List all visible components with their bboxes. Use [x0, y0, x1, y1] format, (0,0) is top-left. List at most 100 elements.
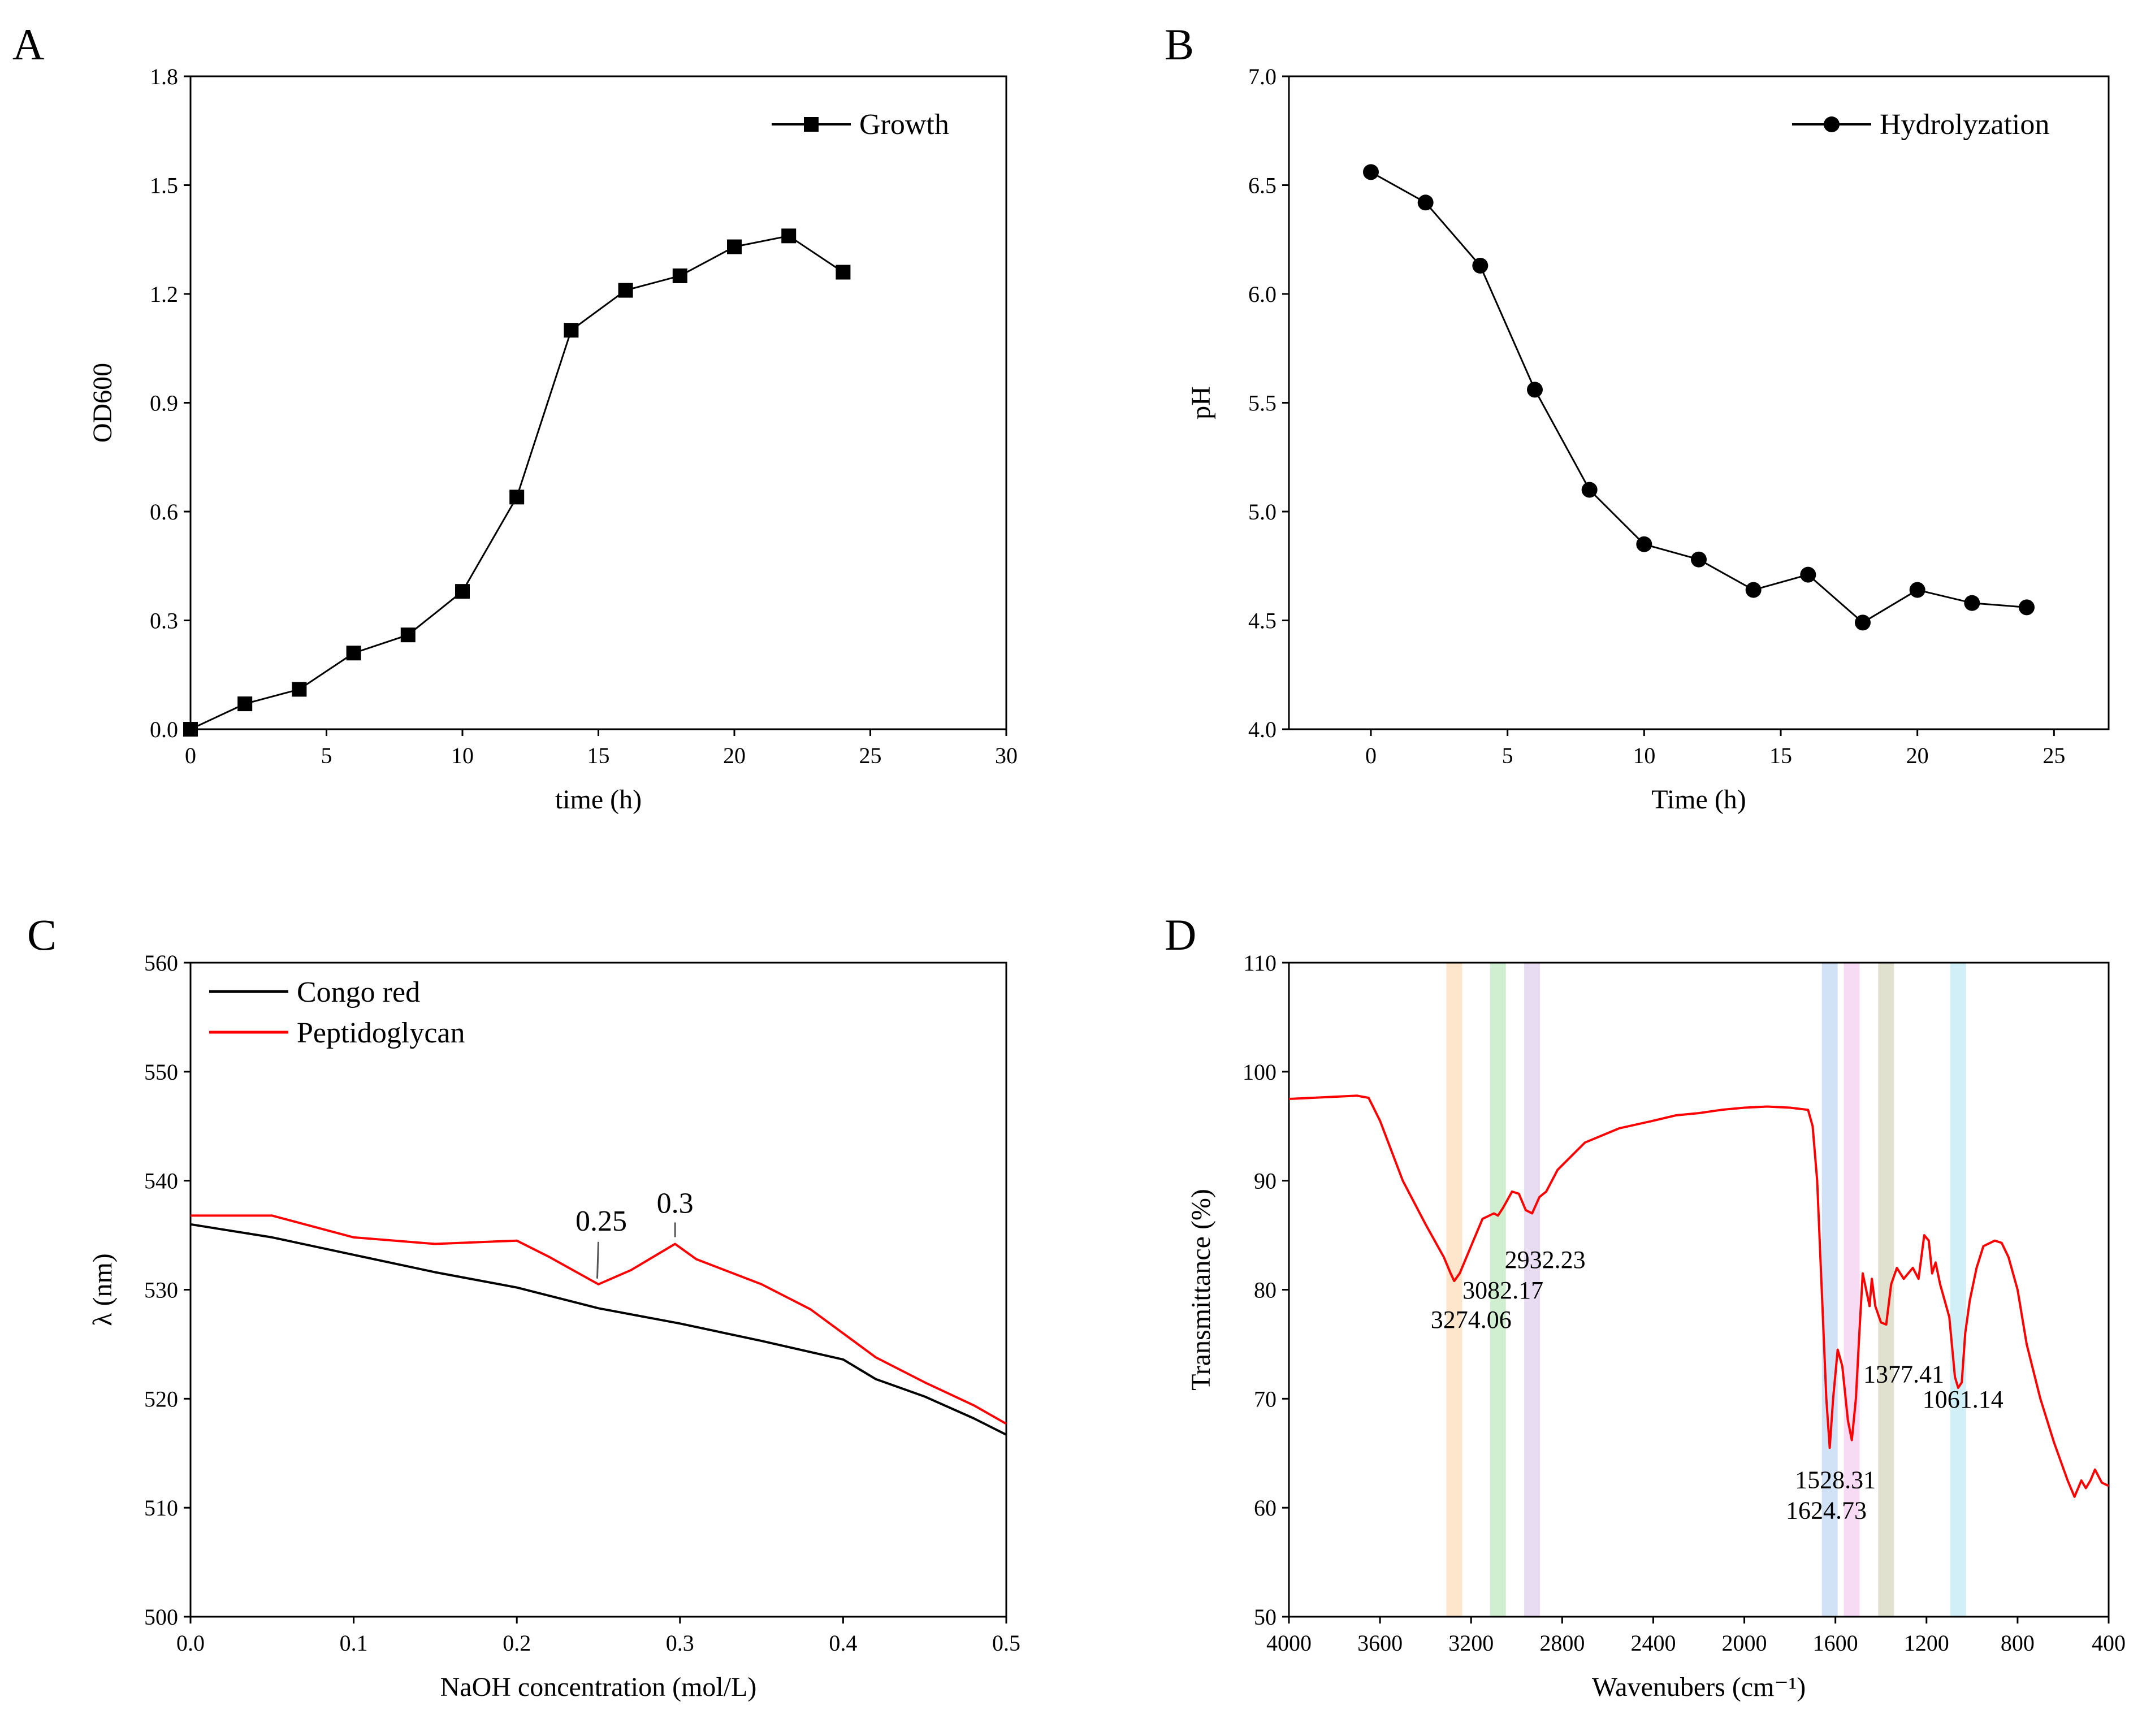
- data-point: [1855, 614, 1871, 631]
- legend-label: Growth: [859, 109, 949, 141]
- x-axis-label: Time (h): [1651, 785, 1746, 815]
- y-tick-label: 4.0: [1248, 717, 1276, 742]
- peak-label: 2932.23: [1505, 1246, 1586, 1274]
- x-tick-label: 0.0: [176, 1630, 205, 1656]
- y-tick-label: 70: [1254, 1386, 1276, 1412]
- x-tick-label: 3200: [1448, 1630, 1494, 1656]
- y-axis-label: Transmittance (%): [1186, 1189, 1216, 1391]
- y-axis-label: OD600: [88, 363, 118, 443]
- data-point: [455, 584, 470, 599]
- data-point: [1964, 595, 1980, 611]
- data-point: [237, 696, 253, 712]
- y-tick-label: 0.9: [150, 391, 178, 416]
- annotation-label: 0.3: [657, 1188, 694, 1220]
- peak-band: [1490, 963, 1506, 1617]
- x-axis-label: time (h): [555, 785, 642, 815]
- x-tick-label: 25: [2043, 743, 2065, 768]
- y-axis-label: λ (nm): [88, 1253, 118, 1326]
- x-tick-label: 4000: [1266, 1630, 1312, 1656]
- data-point: [727, 239, 742, 254]
- data-point: [1417, 194, 1434, 211]
- data-point: [618, 283, 633, 298]
- data-point: [1527, 382, 1543, 398]
- x-tick-label: 800: [2001, 1630, 2035, 1656]
- y-tick-label: 510: [144, 1495, 178, 1521]
- peak-label: 3274.06: [1431, 1306, 1512, 1334]
- y-tick-label: 550: [144, 1059, 178, 1085]
- y-tick-label: 80: [1254, 1278, 1276, 1303]
- x-tick-label: 30: [995, 743, 1018, 768]
- x-tick-label: 400: [2092, 1630, 2126, 1656]
- data-point: [346, 646, 361, 661]
- x-tick-label: 2800: [1539, 1630, 1585, 1656]
- x-axis-label: Wavenubers (cm⁻¹): [1592, 1672, 1806, 1702]
- peak-label: 1061.14: [1923, 1386, 2003, 1413]
- peak-label: 3082.17: [1462, 1276, 1543, 1304]
- y-tick-label: 560: [144, 950, 178, 976]
- y-tick-label: 0.0: [150, 717, 178, 742]
- data-point: [292, 682, 307, 697]
- series-line: [191, 1214, 1007, 1425]
- data-point: [183, 722, 198, 737]
- annotation-label: 0.25: [575, 1205, 627, 1237]
- legend-marker: [1824, 116, 1840, 132]
- peak-band: [1844, 963, 1860, 1617]
- annotation-leader: [596, 1241, 599, 1279]
- y-tick-label: 1.5: [150, 173, 178, 198]
- data-point: [564, 323, 579, 338]
- data-point: [400, 627, 416, 643]
- peak-band: [1446, 963, 1462, 1617]
- panel-label-d: D: [1165, 910, 1196, 959]
- peak-label: 1624.73: [1786, 1496, 1867, 1524]
- panel-d: D 4000 3600 3200 2800 2400 2000 1600 1200 800 400…: [1165, 910, 2126, 1702]
- x-tick-label: 0.4: [829, 1630, 857, 1656]
- x-tick-label: 0.2: [503, 1630, 531, 1656]
- x-tick-label: 0: [1365, 743, 1377, 768]
- x-tick-label: 3600: [1357, 1630, 1403, 1656]
- chart-growth: 0 5 10 15 20 25 30 0.0 0.3 0.6 0.9 1.2 1.5 1.8 time (h…: [88, 64, 1018, 815]
- axes-frame: [189, 75, 1007, 730]
- data-point: [1472, 257, 1488, 274]
- y-tick-label: 4.5: [1248, 608, 1276, 634]
- series-line: [190, 1223, 1007, 1436]
- data-point: [1800, 566, 1816, 583]
- chart-ph: 0 5 10 15 20 25 4.0 4.5 5.0 5.5 6.0 6.5 7.0 Time (h) p…: [1186, 64, 2110, 815]
- y-tick-label: 1.2: [150, 282, 178, 307]
- y-axis-label: pH: [1186, 386, 1216, 419]
- x-tick-label: 1600: [1813, 1630, 1858, 1656]
- y-tick-label: 5.5: [1248, 391, 1276, 416]
- panel-label-a: A: [12, 20, 44, 69]
- y-tick-label: 5.0: [1248, 499, 1276, 525]
- axes-frame: [1288, 962, 2110, 1618]
- y-tick-label: 6.5: [1248, 173, 1276, 198]
- x-tick-label: 20: [1906, 743, 1929, 768]
- peak-label: 1528.31: [1795, 1466, 1876, 1493]
- y-tick-label: 1.8: [150, 64, 178, 89]
- axes-frame: [189, 962, 1007, 1618]
- legend-label: Peptidoglycan: [297, 1017, 465, 1049]
- y-tick-label: 110: [1243, 950, 1276, 976]
- x-tick-label: 2400: [1630, 1630, 1676, 1656]
- chart-congo-red: 0.0 0.1 0.2 0.3 0.4 0.5 500 510 520 530 540 550 560 N…: [88, 950, 1020, 1702]
- x-axis-label: NaOH concentration (mol/L): [440, 1672, 757, 1702]
- data-point: [1636, 536, 1652, 552]
- x-tick-label: 25: [859, 743, 882, 768]
- panel-label-b: B: [1165, 20, 1194, 69]
- y-tick-label: 50: [1254, 1604, 1276, 1630]
- peak-band: [1821, 963, 1838, 1617]
- data-point: [1691, 551, 1707, 568]
- x-tick-label: 5: [321, 743, 332, 768]
- y-tick-label: 500: [144, 1604, 178, 1630]
- x-tick-label: 15: [1769, 743, 1792, 768]
- data-point: [781, 228, 797, 244]
- peak-band: [1524, 963, 1540, 1617]
- panel-label-c: C: [27, 910, 57, 959]
- x-tick-label: 0.5: [992, 1630, 1020, 1656]
- data-point: [2019, 599, 2035, 616]
- x-tick-label: 0.1: [340, 1630, 368, 1656]
- x-tick-label: 1200: [1904, 1630, 1949, 1656]
- data-point: [672, 268, 687, 283]
- x-tick-label: 5: [1502, 743, 1513, 768]
- legend-label: Congo red: [297, 976, 420, 1008]
